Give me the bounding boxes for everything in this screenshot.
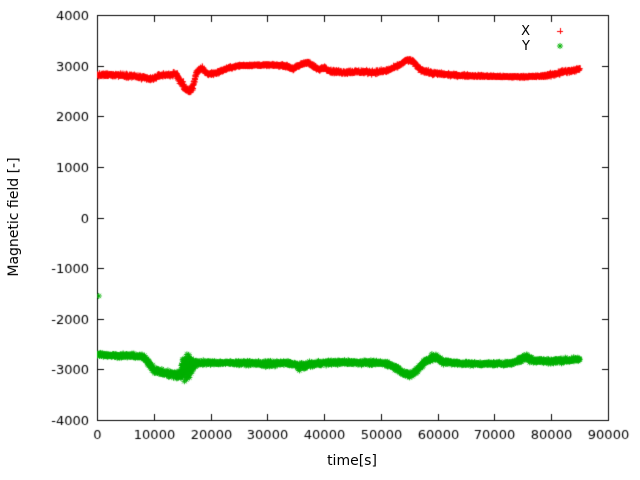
x-axis-label: time[s] — [327, 453, 377, 469]
legend-entry-y-label: Y — [522, 39, 530, 54]
legend-entry-x-label: X — [521, 24, 530, 39]
y-axis-label: Magnetic field [-] — [6, 157, 22, 277]
